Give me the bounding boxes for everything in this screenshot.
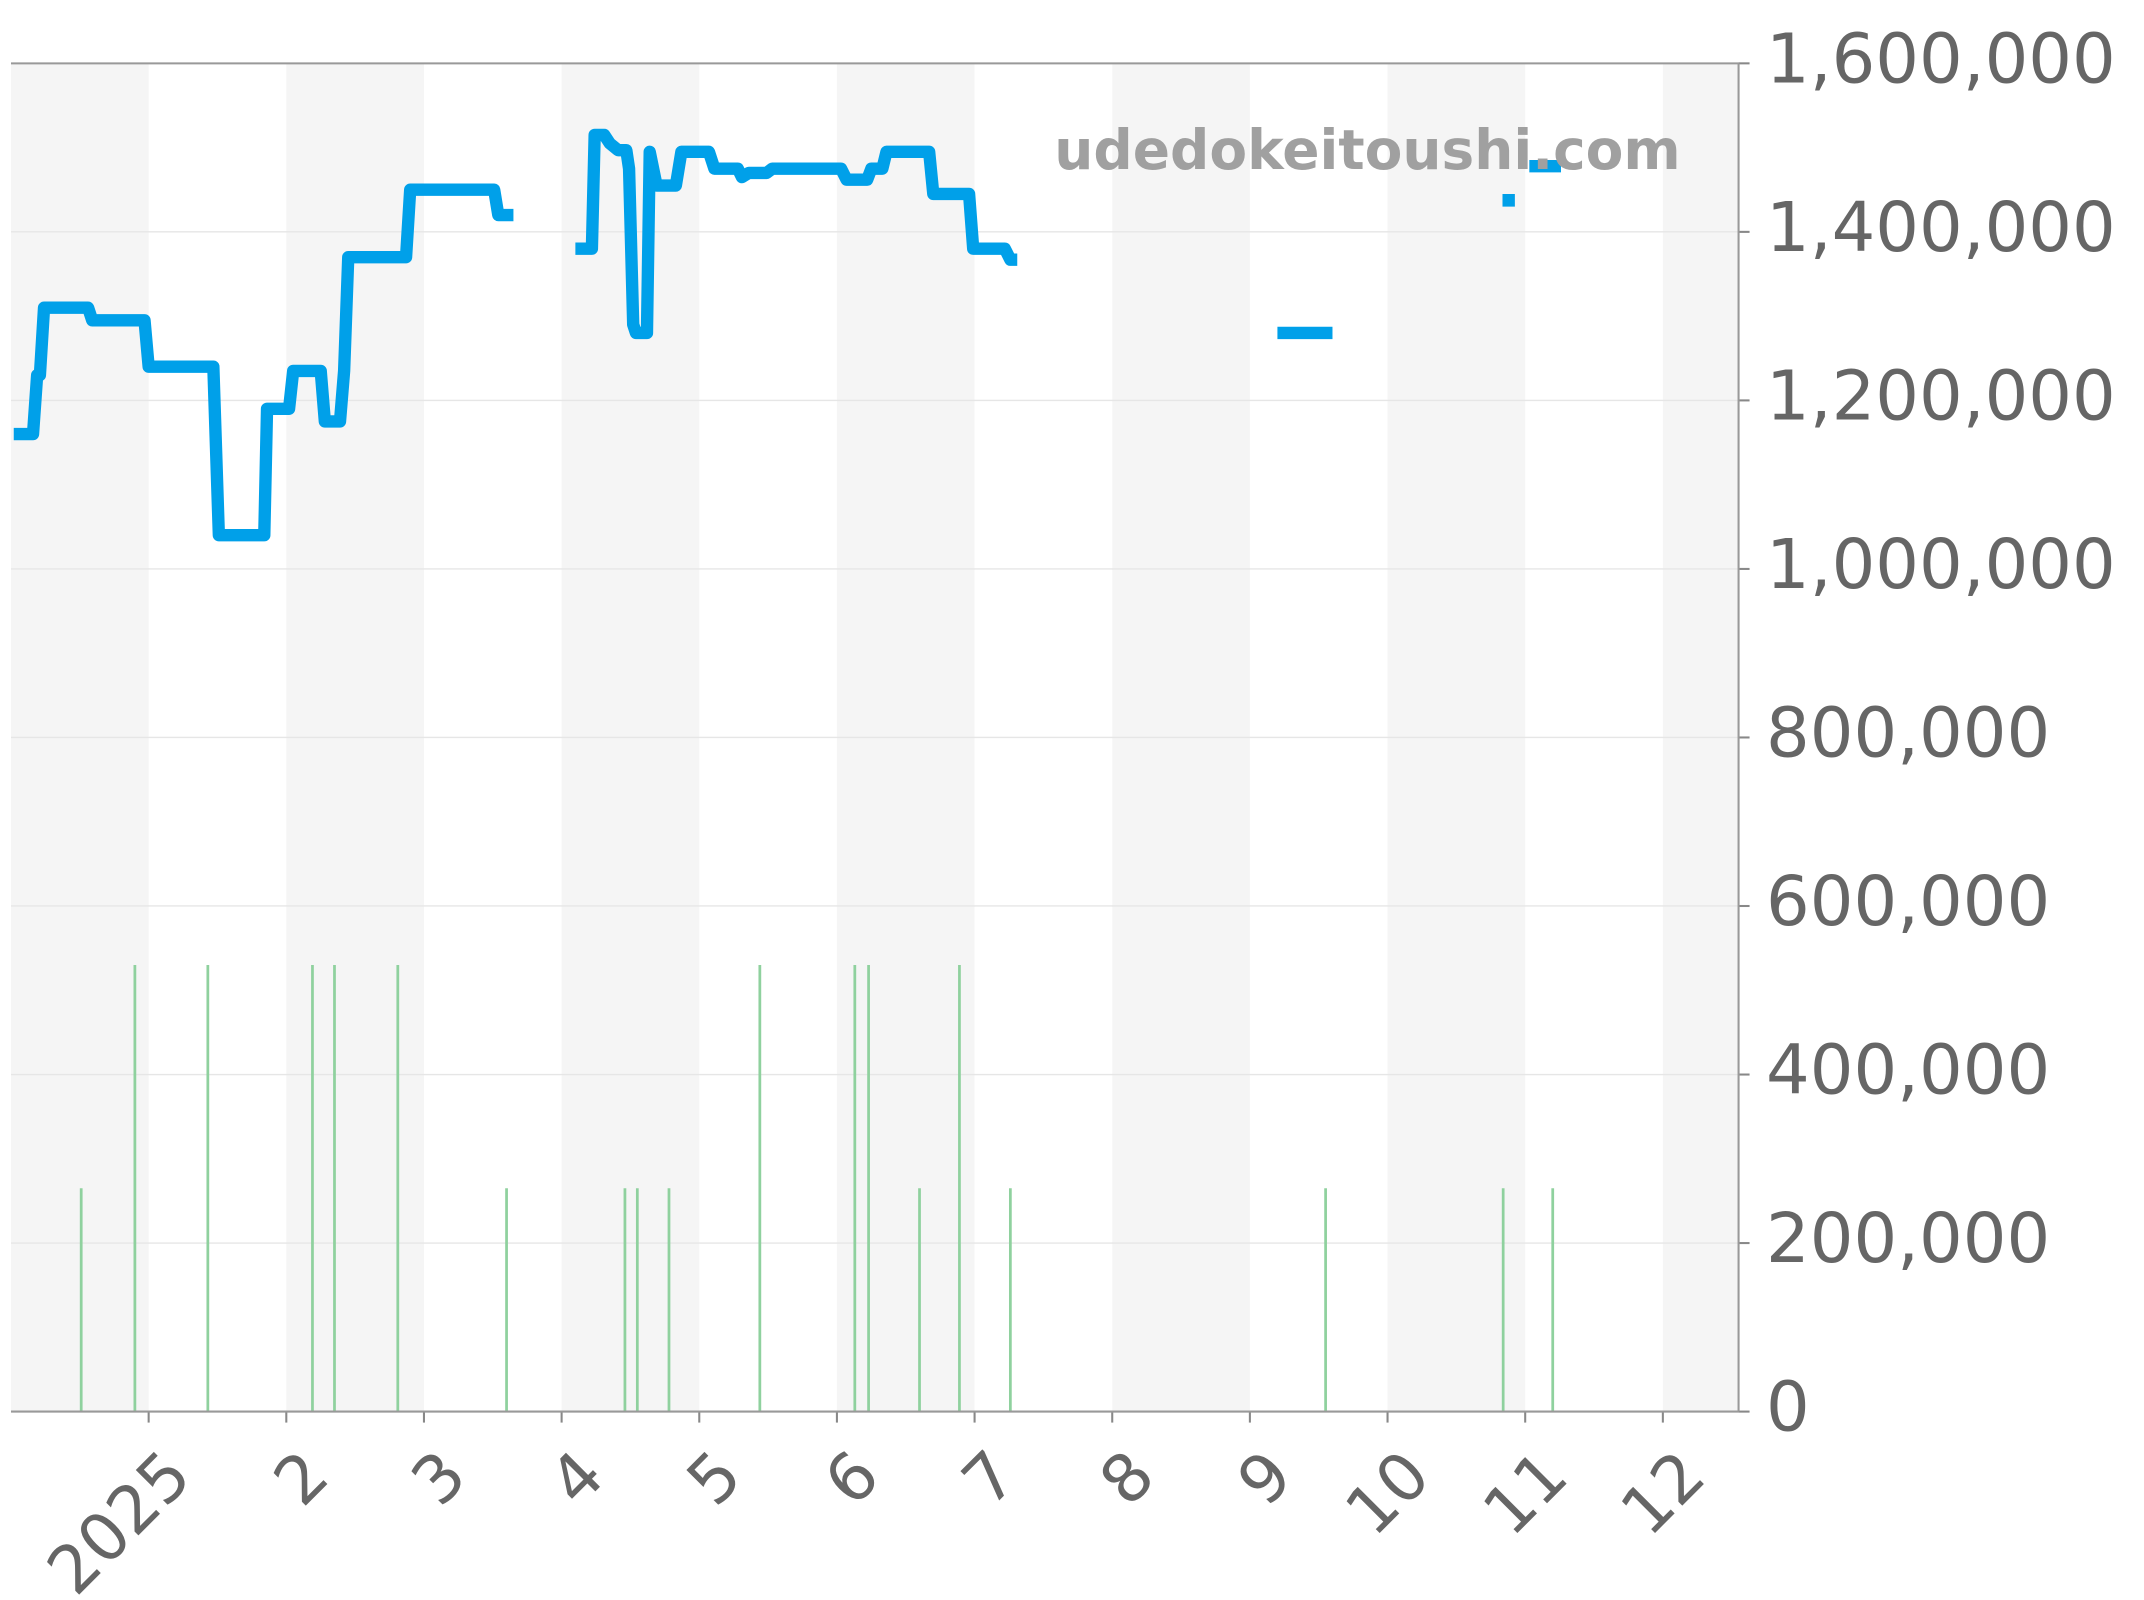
watermark: udedokeitoushi.com bbox=[1054, 118, 1680, 182]
x-tick-label: 2025 bbox=[33, 1436, 206, 1600]
x-tick-label: 11 bbox=[1468, 1436, 1582, 1550]
x-tick-label: 5 bbox=[672, 1436, 756, 1520]
y-tick-label: 200,000 bbox=[1766, 1199, 2050, 1279]
x-tick-label: 7 bbox=[948, 1436, 1032, 1520]
y-tick-label: 1,600,000 bbox=[1766, 19, 2116, 99]
y-tick-label: 800,000 bbox=[1766, 693, 2050, 773]
y-tick-label: 600,000 bbox=[1766, 862, 2050, 942]
x-tick-label: 9 bbox=[1223, 1436, 1307, 1520]
x-tick-label: 10 bbox=[1331, 1436, 1445, 1550]
y-tick-label: 1,200,000 bbox=[1766, 356, 2116, 436]
x-tick-label: 12 bbox=[1606, 1436, 1720, 1550]
y-tick-label: 1,400,000 bbox=[1766, 188, 2116, 268]
x-tick-label: 2 bbox=[259, 1436, 343, 1520]
y-tick-label: 400,000 bbox=[1766, 1031, 2050, 1111]
x-tick-label: 8 bbox=[1085, 1436, 1169, 1520]
x-tick-label: 3 bbox=[397, 1436, 481, 1520]
price-line bbox=[13, 128, 1561, 542]
x-tick-label: 4 bbox=[535, 1436, 619, 1520]
y-tick-label: 1,000,000 bbox=[1766, 525, 2116, 605]
x-tick-label: 6 bbox=[810, 1436, 894, 1520]
y-tick-label: 0 bbox=[1766, 1368, 1810, 1448]
